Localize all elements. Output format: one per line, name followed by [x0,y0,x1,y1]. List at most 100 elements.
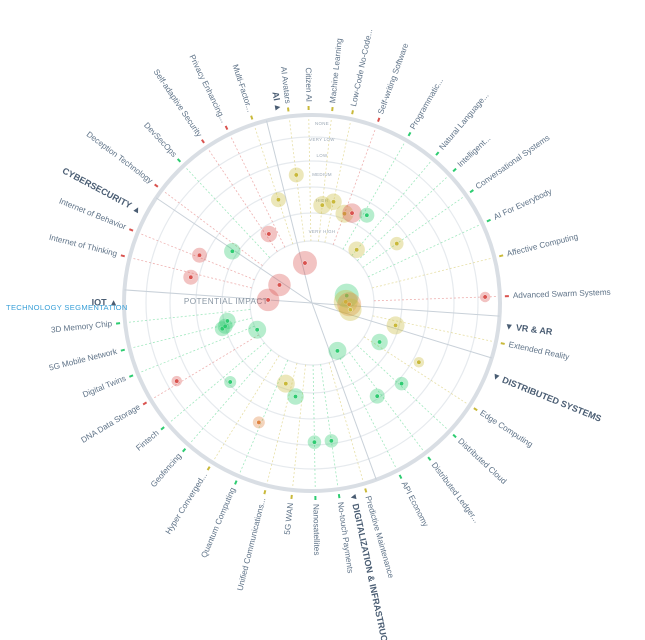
blip-dot[interactable] [222,323,228,329]
blip-dot[interactable] [482,294,488,300]
blip-dot[interactable] [266,231,272,237]
blip-dot[interactable] [335,348,340,354]
blip-dot[interactable] [319,202,325,208]
technology-label[interactable]: Advanced Swarm Systems [513,288,611,300]
blip-dot[interactable] [276,197,281,203]
blip-dot[interactable] [283,381,289,387]
blip-dot[interactable] [328,438,334,444]
technology-label[interactable]: AI Avatars [279,66,292,104]
blip-dot[interactable] [188,274,194,280]
technology-segmentation-label: TECHNOLOGY SEGMENTATION [6,303,128,312]
blip-dot[interactable] [227,379,233,385]
technology-tick [120,348,125,352]
technology-label[interactable]: Intelligent... [456,134,493,169]
blip-dot[interactable] [342,211,347,217]
technology-tick [407,131,412,137]
segment-label[interactable]: AI ▲ [270,91,283,113]
technology-label[interactable]: Self-adaptive Security [152,68,205,140]
blip-dot[interactable] [346,301,352,307]
technology-label[interactable]: Edge Computing [478,408,534,449]
technology-label[interactable]: Quantum Computing [200,486,238,559]
technology-label[interactable]: Geofencing [149,451,184,489]
technology-spoke [368,224,481,278]
blip-dot[interactable] [374,393,380,399]
blip-dot[interactable] [174,378,180,384]
technology-label[interactable]: Distributed Cloud [456,437,508,487]
segment-label[interactable]: ▼ DISTRIBUTED SYSTEMS [490,370,603,423]
technology-label[interactable]: Internet of Thinking [48,233,118,259]
technology-spoke [189,349,272,444]
technology-tick [486,218,491,223]
segment-divider-4 [311,302,492,359]
technology-label[interactable]: Affective Computing [506,232,580,259]
technology-label[interactable]: Distributed Ledger... [430,461,481,525]
technology-label[interactable]: Multi-Factor... [231,63,255,113]
technology-spoke [131,257,252,289]
technology-label[interactable]: API Economy [400,480,431,529]
technology-tick [224,125,229,130]
technology-tick [337,493,341,499]
blip-dot[interactable] [347,307,353,313]
technology-label[interactable]: Low-Code No-Code... [349,28,374,107]
blip-dot[interactable] [302,260,308,266]
technology-label[interactable]: Citizen AI [304,67,314,102]
blip-dot[interactable] [265,297,271,303]
blip-dot[interactable] [343,299,349,305]
technology-label[interactable]: Extended Reality [508,340,571,362]
ring-circle-4 [145,136,479,470]
technology-label[interactable]: DevSecOps [142,121,178,159]
technology-label[interactable]: Hyper Converged... [164,471,209,536]
blip-dot[interactable] [416,359,422,365]
segment-label[interactable]: ▼ VR & AR [504,321,553,337]
blip-dot[interactable] [354,247,360,253]
blip-dot[interactable] [393,322,398,328]
segment-label[interactable]: IOT ▲ [92,297,118,307]
blip-dot[interactable] [399,381,404,387]
blip-dot[interactable] [364,212,370,218]
technology-label[interactable]: Self-writing Software [376,41,410,115]
blip-dot[interactable] [377,339,382,345]
technology-spoke [348,352,425,452]
technology-label[interactable]: Deception Technology [85,130,155,186]
blip-dot[interactable] [344,293,350,299]
technology-label[interactable]: Programmatic... [408,76,445,131]
technology-spoke [126,309,251,323]
technology-tick [377,117,381,122]
blip-dot[interactable] [293,394,298,399]
blip-dot[interactable] [256,420,262,425]
technology-label[interactable]: Nanosatellites [311,504,321,556]
ring-label: LOW [317,153,328,158]
technology-label[interactable]: Fintech [134,428,161,452]
technology-label[interactable]: 5G Mobile Network [48,347,119,373]
blip-dot[interactable] [224,318,230,324]
ring-label: VERY HIGH [309,229,336,234]
technology-label[interactable]: Digital Twins [81,374,127,400]
blip-dot[interactable] [312,439,317,445]
technology-spoke [169,342,265,423]
technology-spoke [238,359,289,475]
technology-spoke [131,317,252,349]
technology-tick [427,456,432,461]
technology-label[interactable]: Unified Communications... [236,497,268,592]
technology-label[interactable]: 5G WAN [283,502,295,535]
blip-dot[interactable] [197,252,202,258]
technology-label[interactable]: No-touch Payments [336,501,355,573]
technology-label[interactable]: Machine Learning [328,37,344,103]
technology-tick [120,254,125,258]
technology-label[interactable]: AI For Everybody [492,187,554,222]
blip-dot[interactable] [229,248,235,254]
blip-dot[interactable] [349,210,355,216]
technology-label[interactable]: 3D Memory Chip [50,319,112,334]
technology-label[interactable]: Privacy Enhancing... [187,53,228,124]
ring-label: HIGH [316,198,328,203]
blip-dot[interactable] [277,282,282,288]
technology-label[interactable]: DNA Data Storage [79,402,142,445]
blip-dot[interactable] [293,172,299,178]
blip-dot[interactable] [254,327,260,333]
blip-dot[interactable] [331,199,336,205]
technology-spoke [339,358,397,469]
outer-ring [122,113,502,493]
technology-spoke [213,355,280,461]
potential-impact-label: POTENTIAL IMPACT [184,297,268,306]
blip-dot[interactable] [394,241,400,247]
